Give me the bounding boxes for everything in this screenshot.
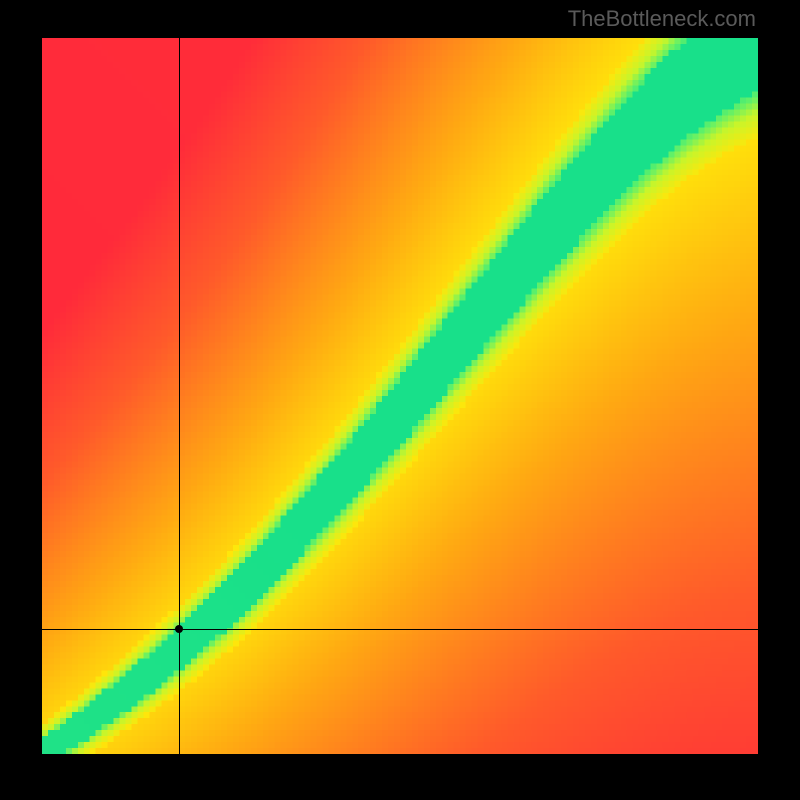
heatmap-canvas	[42, 38, 758, 754]
watermark-text: TheBottleneck.com	[568, 6, 756, 32]
heatmap-plot	[42, 38, 758, 754]
crosshair-marker-dot	[175, 625, 183, 633]
crosshair-horizontal	[42, 629, 758, 630]
crosshair-vertical	[179, 38, 180, 754]
